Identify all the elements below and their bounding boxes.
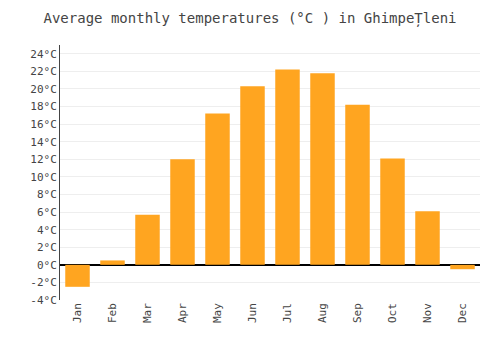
svg-text:24°C: 24°C bbox=[30, 48, 57, 61]
svg-text:4°C: 4°C bbox=[37, 224, 57, 237]
svg-text:-2°C: -2°C bbox=[30, 276, 57, 289]
svg-text:0°C: 0°C bbox=[37, 259, 57, 272]
svg-text:6°C: 6°C bbox=[37, 206, 57, 219]
svg-text:Dec: Dec bbox=[456, 303, 469, 323]
svg-text:Jun: Jun bbox=[246, 303, 259, 323]
svg-text:Mar: Mar bbox=[141, 303, 154, 323]
svg-text:Sep: Sep bbox=[351, 303, 364, 323]
svg-text:8°C: 8°C bbox=[37, 188, 57, 201]
svg-text:22°C: 22°C bbox=[30, 65, 57, 78]
svg-text:Aug: Aug bbox=[316, 303, 329, 323]
svg-text:Jul: Jul bbox=[281, 303, 294, 323]
svg-text:Nov: Nov bbox=[421, 303, 434, 323]
svg-text:10°C: 10°C bbox=[30, 171, 57, 184]
svg-text:Oct: Oct bbox=[386, 303, 399, 323]
svg-text:20°C: 20°C bbox=[30, 83, 57, 96]
svg-text:Average monthly temperatures (: Average monthly temperatures (°C ) in Gh… bbox=[43, 10, 456, 27]
svg-text:Apr: Apr bbox=[176, 303, 189, 323]
svg-text:18°C: 18°C bbox=[30, 100, 57, 113]
svg-text:Jan: Jan bbox=[71, 303, 84, 323]
svg-text:16°C: 16°C bbox=[30, 118, 57, 131]
svg-text:14°C: 14°C bbox=[30, 136, 57, 149]
svg-text:May: May bbox=[211, 303, 224, 323]
svg-text:2°C: 2°C bbox=[37, 241, 57, 254]
svg-text:-4°C: -4°C bbox=[30, 294, 57, 307]
svg-text:12°C: 12°C bbox=[30, 153, 57, 166]
svg-text:Feb: Feb bbox=[106, 303, 119, 323]
